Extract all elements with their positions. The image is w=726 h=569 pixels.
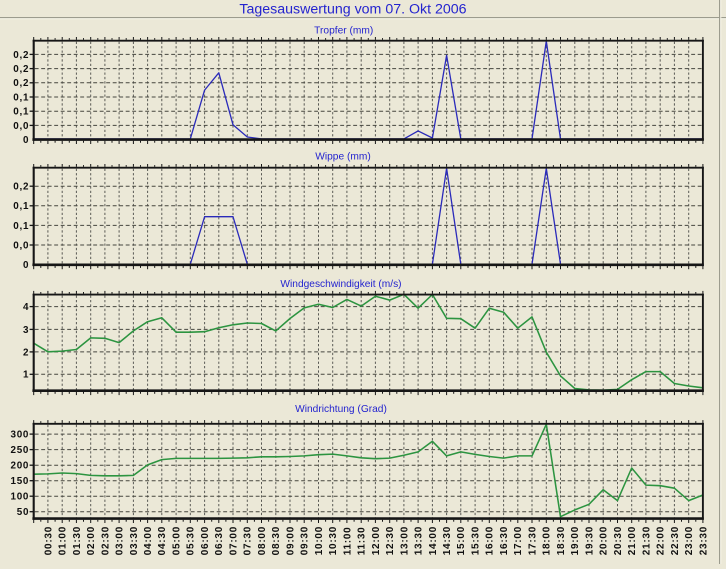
svg-text:03:00: 03:00 [115, 526, 126, 555]
svg-text:300: 300 [10, 430, 29, 441]
svg-text:05:00: 05:00 [172, 526, 183, 555]
svg-text:02:30: 02:30 [100, 526, 111, 555]
svg-text:03:30: 03:30 [129, 526, 140, 555]
svg-text:16:30: 16:30 [499, 526, 510, 555]
svg-text:09:00: 09:00 [285, 526, 296, 555]
svg-text:0,2: 0,2 [13, 182, 29, 193]
svg-text:05:30: 05:30 [186, 526, 197, 555]
svg-text:06:30: 06:30 [214, 526, 225, 555]
svg-text:06:00: 06:00 [200, 526, 211, 555]
svg-text:0: 0 [23, 260, 29, 271]
svg-text:0,1: 0,1 [13, 201, 29, 212]
svg-text:23:30: 23:30 [698, 526, 709, 555]
svg-text:10:00: 10:00 [314, 526, 325, 555]
svg-text:0,0: 0,0 [13, 121, 29, 132]
svg-text:17:00: 17:00 [513, 526, 524, 555]
svg-text:20:00: 20:00 [599, 526, 610, 555]
svg-text:11:30: 11:30 [357, 527, 368, 556]
svg-text:14:00: 14:00 [428, 526, 439, 555]
svg-text:18:30: 18:30 [556, 526, 567, 555]
svg-text:08:00: 08:00 [257, 526, 268, 555]
svg-text:2: 2 [23, 347, 29, 358]
svg-text:04:30: 04:30 [157, 526, 168, 555]
svg-text:21:00: 21:00 [627, 526, 638, 555]
svg-text:4: 4 [23, 302, 29, 313]
svg-text:19:30: 19:30 [584, 526, 595, 555]
svg-text:13:00: 13:00 [399, 526, 410, 555]
svg-text:0,2: 0,2 [13, 78, 29, 89]
svg-text:15:00: 15:00 [456, 526, 467, 555]
svg-text:0,2: 0,2 [13, 64, 29, 75]
svg-text:09:30: 09:30 [300, 526, 311, 555]
svg-text:0: 0 [23, 135, 29, 146]
svg-text:0,0: 0,0 [13, 240, 29, 251]
svg-text:Windgeschwindigkeit (m/s): Windgeschwindigkeit (m/s) [280, 279, 401, 290]
svg-text:0,1: 0,1 [13, 107, 29, 118]
svg-text:07:00: 07:00 [228, 526, 239, 555]
svg-text:14:30: 14:30 [442, 526, 453, 555]
svg-text:50: 50 [17, 507, 29, 518]
svg-text:18:00: 18:00 [542, 526, 553, 555]
svg-text:19:00: 19:00 [570, 526, 581, 555]
svg-text:21:30: 21:30 [641, 526, 652, 555]
svg-text:22:00: 22:00 [656, 526, 667, 555]
svg-text:12:30: 12:30 [385, 526, 396, 555]
svg-text:23:00: 23:00 [684, 526, 695, 555]
svg-text:07:30: 07:30 [243, 526, 254, 555]
svg-text:15:30: 15:30 [471, 526, 482, 555]
svg-text:0,1: 0,1 [13, 221, 29, 232]
svg-text:12:00: 12:00 [371, 526, 382, 555]
svg-text:20:30: 20:30 [613, 526, 624, 555]
svg-text:0,2: 0,2 [13, 50, 29, 61]
svg-text:1: 1 [23, 370, 29, 381]
svg-text:Wippe (mm): Wippe (mm) [315, 151, 370, 162]
svg-text:Tagesauswertung vom 07. Okt 20: Tagesauswertung vom 07. Okt 2006 [239, 2, 466, 18]
svg-text:11:00: 11:00 [342, 527, 353, 556]
svg-text:150: 150 [10, 476, 29, 487]
svg-text:00:30: 00:30 [43, 526, 54, 555]
svg-text:250: 250 [10, 445, 29, 456]
svg-text:22:30: 22:30 [670, 526, 681, 555]
svg-text:08:30: 08:30 [271, 526, 282, 555]
svg-text:17:30: 17:30 [527, 526, 538, 555]
svg-text:13:30: 13:30 [414, 526, 425, 555]
svg-text:0,1: 0,1 [13, 92, 29, 103]
svg-text:3: 3 [23, 325, 29, 336]
svg-text:10:30: 10:30 [328, 526, 339, 555]
svg-text:16:00: 16:00 [485, 526, 496, 555]
svg-text:Windrichtung (Grad): Windrichtung (Grad) [295, 404, 387, 415]
svg-text:01:00: 01:00 [58, 526, 69, 555]
svg-text:01:30: 01:30 [72, 526, 83, 555]
svg-text:100: 100 [10, 492, 29, 503]
svg-text:200: 200 [10, 461, 29, 472]
svg-text:02:00: 02:00 [86, 526, 97, 555]
svg-text:Tropfer (mm): Tropfer (mm) [314, 26, 373, 37]
svg-text:04:00: 04:00 [143, 526, 154, 555]
